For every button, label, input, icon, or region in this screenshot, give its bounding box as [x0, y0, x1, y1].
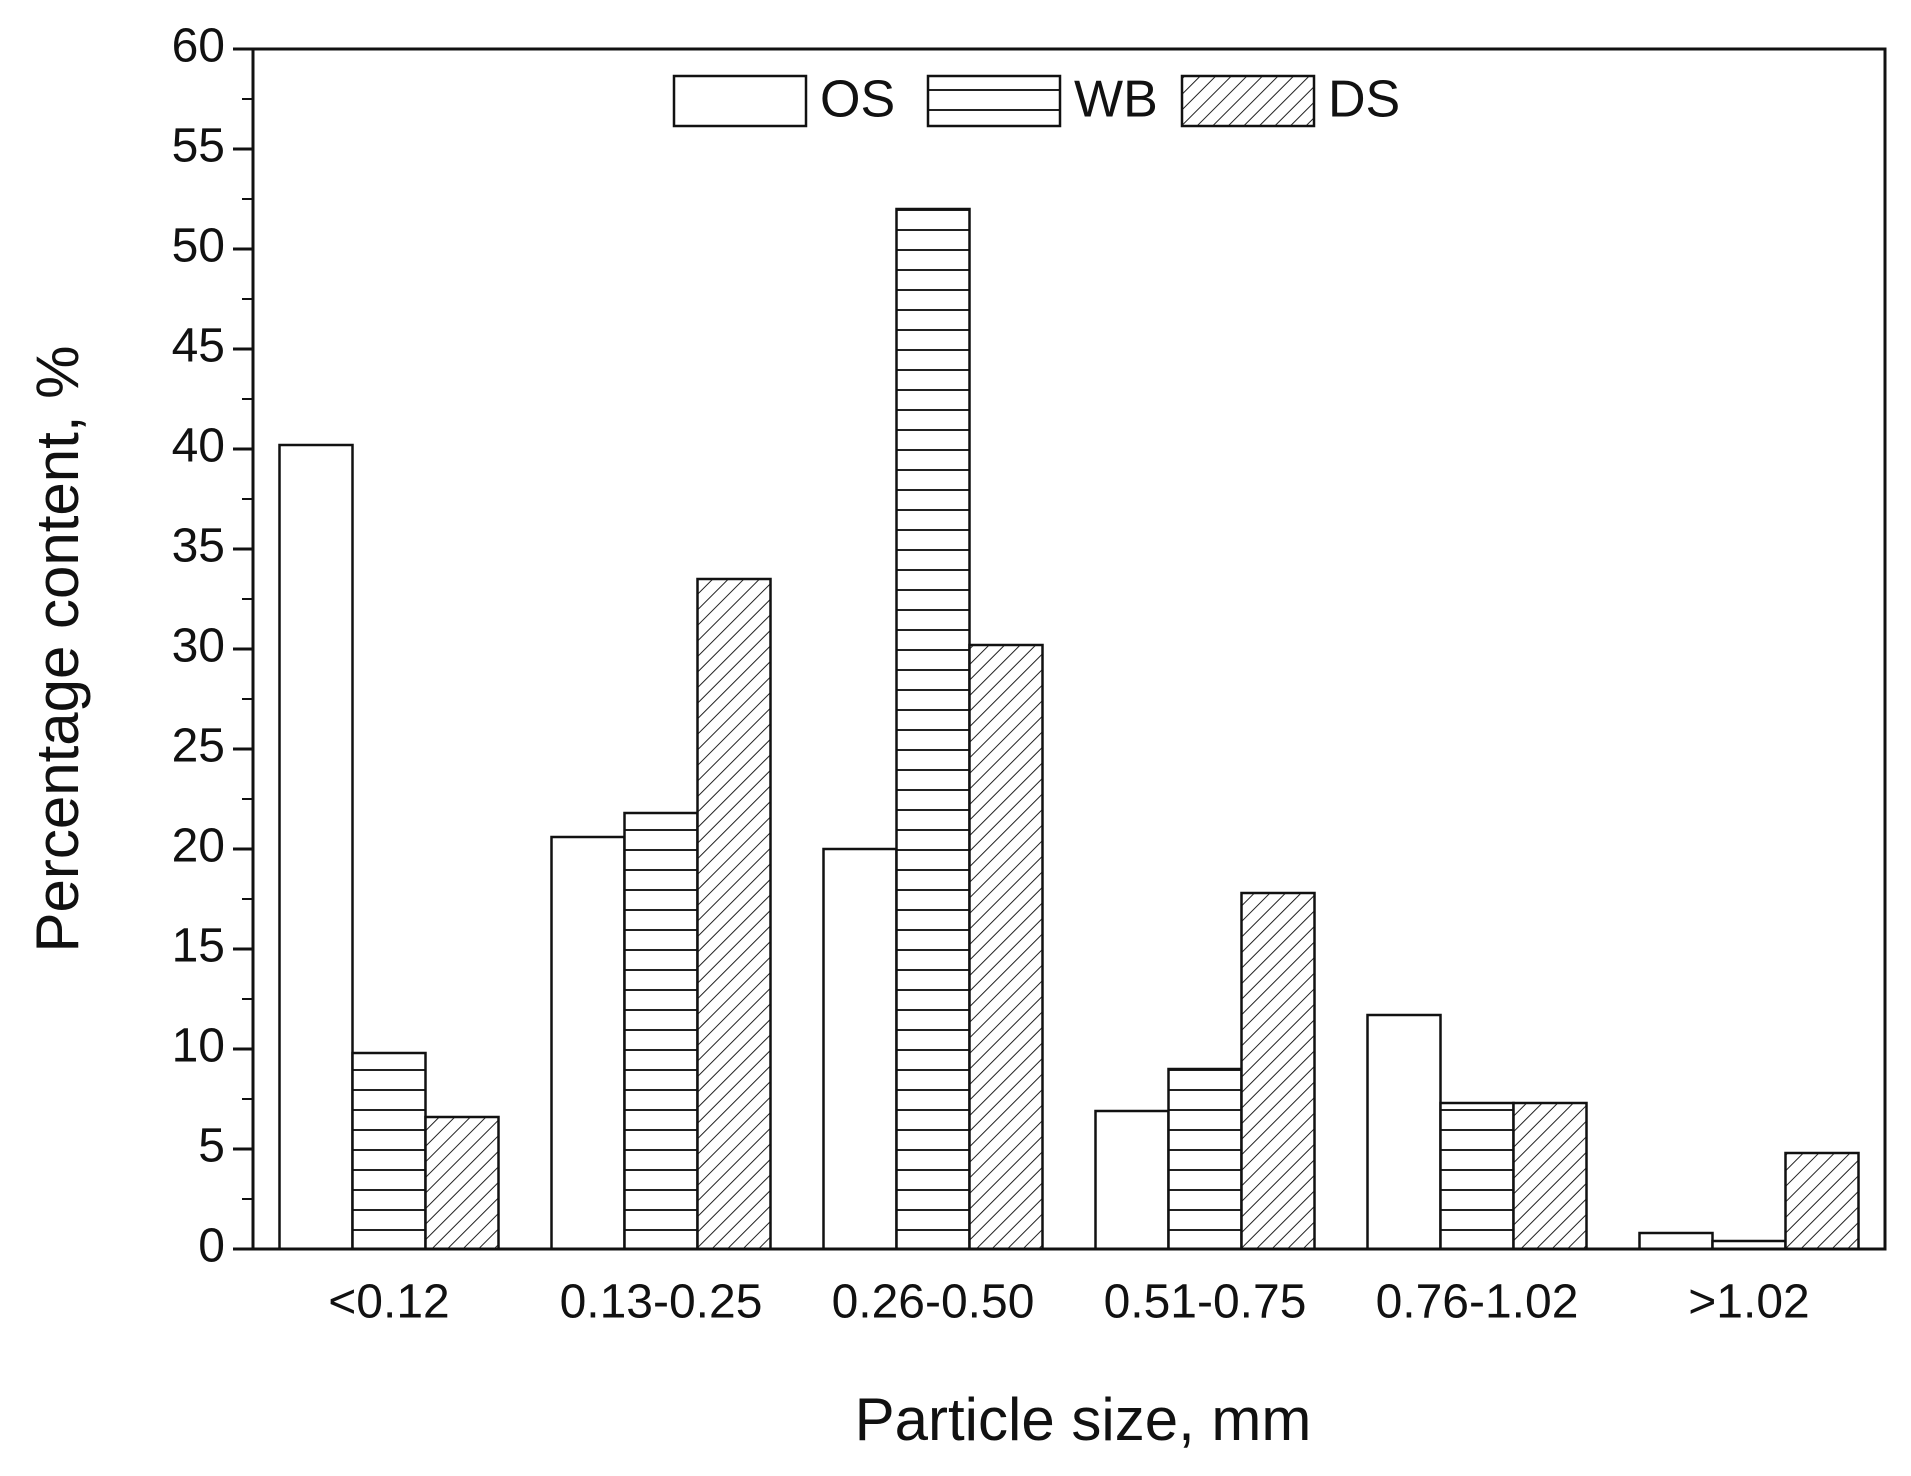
x-tick-label: 0.51-0.75	[1104, 1276, 1307, 1329]
bar	[1784, 1151, 1860, 1251]
y-tick-label: 50	[172, 220, 225, 273]
legend-label: OS	[820, 71, 895, 129]
y-tick-label: 15	[172, 920, 225, 973]
y-tick-label: 20	[172, 820, 225, 873]
bar	[424, 1115, 500, 1251]
bar	[1638, 1231, 1714, 1251]
y-tick-label: 5	[198, 1120, 225, 1173]
bar	[1167, 1067, 1243, 1251]
y-tick-label: 25	[172, 720, 225, 773]
y-tick-label: 55	[172, 120, 225, 173]
bar	[1512, 1101, 1588, 1251]
legend-label: WB	[1074, 71, 1158, 129]
y-tick-label: 45	[172, 320, 225, 373]
x-tick-label: 0.76-1.02	[1376, 1276, 1579, 1329]
legend-label: DS	[1328, 71, 1400, 129]
legend-swatch	[926, 74, 1062, 128]
bar	[968, 643, 1044, 1251]
bar	[550, 835, 626, 1251]
bar	[351, 1051, 427, 1251]
bar	[1439, 1101, 1515, 1251]
bar	[1366, 1013, 1442, 1251]
y-tick-label: 10	[172, 1020, 225, 1073]
x-tick-label: 0.13-0.25	[560, 1276, 763, 1329]
bar	[895, 207, 971, 1251]
y-tick-label: 60	[172, 20, 225, 73]
y-tick-label: 30	[172, 620, 225, 673]
bar	[1094, 1109, 1170, 1251]
y-tick-label: 35	[172, 520, 225, 573]
x-axis-label: Particle size, mm	[855, 1386, 1312, 1453]
y-tick-label: 40	[172, 420, 225, 473]
legend-swatch	[1180, 74, 1316, 128]
bar	[1240, 891, 1316, 1251]
y-axis-label: Percentage content, %	[24, 345, 91, 952]
x-tick-label: >1.02	[1688, 1276, 1809, 1329]
bar	[696, 577, 772, 1251]
x-tick-label: <0.12	[328, 1276, 449, 1329]
y-tick-label: 0	[198, 1220, 225, 1273]
bar	[278, 443, 354, 1251]
bar	[822, 847, 898, 1251]
bar	[623, 811, 699, 1251]
plot-frame	[251, 47, 1887, 1251]
legend-swatch	[672, 74, 808, 128]
x-tick-label: 0.26-0.50	[832, 1276, 1035, 1329]
